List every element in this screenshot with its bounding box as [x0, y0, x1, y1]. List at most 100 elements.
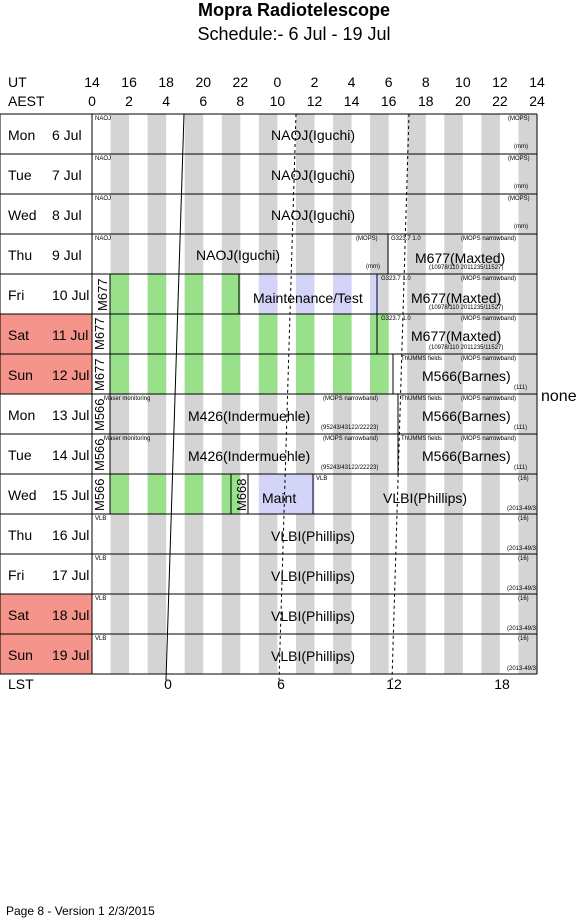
blue-block	[258, 274, 278, 314]
ut-hour-label: 14	[529, 74, 545, 90]
ut-hour-label: 2	[310, 74, 319, 90]
project-note: (MOPS)	[508, 116, 530, 122]
project-code: NAOJ	[95, 156, 112, 162]
project-note: (16)	[518, 556, 529, 562]
project-label: VLBI(Phillips)	[271, 568, 356, 584]
day-date: 6 Jul	[52, 127, 82, 143]
project-code: ThUMMS fields	[401, 356, 443, 362]
project-label: NAOJ(Iguchi)	[196, 247, 281, 263]
project-code: ThUMMS fields	[401, 436, 443, 442]
aest-hour-label: 14	[343, 93, 360, 109]
day-date: 14 Jul	[52, 447, 90, 463]
project-label: M677(Maxted)	[411, 290, 502, 306]
ut-hour-label: 20	[195, 74, 212, 90]
project-vertical-label: M677	[95, 278, 110, 311]
page-title: Mopra Radiotelescope	[197, 0, 391, 20]
project-note: (MOPS narrowband)	[461, 436, 517, 442]
project-code: Maser monitoring	[104, 396, 151, 402]
footer: Page 8 - Version 1 2/3/2015	[6, 904, 155, 918]
project-note: (MOPS narrowband)	[461, 276, 517, 282]
green-block	[370, 314, 389, 354]
day-date: 12 Jul	[52, 367, 90, 383]
ut-label: UT	[8, 74, 27, 90]
green-block	[333, 314, 352, 354]
green-block	[110, 354, 130, 394]
project-note: (mm)	[514, 224, 528, 230]
day-name: Thu	[8, 247, 33, 263]
day-name: Sun	[8, 647, 33, 663]
project-code: Maser monitoring	[104, 436, 151, 442]
project-note: (16)	[518, 596, 529, 602]
aest-hour-label: 0	[88, 93, 96, 109]
lst-label: LST	[8, 676, 34, 692]
project-code: VLB	[95, 556, 107, 562]
project-code: G323.7 1.0	[381, 276, 411, 282]
project-label: Maintenance/Test	[253, 290, 363, 306]
ut-hour-label: 22	[232, 74, 249, 90]
project-note: (95243/43122/22223)	[321, 425, 379, 431]
project-note: (16)	[518, 636, 529, 642]
project-code: NAOJ	[95, 196, 112, 202]
project-note: (MOPS narrowband)	[461, 316, 517, 322]
green-block	[221, 314, 241, 354]
project-code: ThUMMS fields	[401, 396, 443, 402]
project-label: VLBI(Phillips)	[271, 648, 356, 664]
project-vertical-label: M668	[234, 478, 249, 511]
aest-hour-label: 10	[269, 93, 286, 109]
project-label: Maint	[262, 490, 297, 506]
project-vertical-label: M566	[92, 478, 107, 511]
project-vertical-label: M677	[92, 317, 107, 350]
project-code: G323.7 1.0	[391, 236, 421, 242]
project-code: G323.7 1.0	[381, 316, 411, 322]
blue-block	[370, 274, 380, 314]
project-label: VLBI(Phillips)	[383, 490, 468, 506]
project-note: (mm)	[514, 184, 528, 190]
project-note: (10978/110 2011235/11527)	[429, 345, 504, 351]
aest-hour-label: 16	[380, 93, 397, 109]
ut-hour-label: 12	[492, 74, 508, 90]
project-note: (16)	[518, 516, 529, 522]
project-label: NAOJ(Iguchi)	[271, 207, 356, 223]
project-label: VLBI(Phillips)	[271, 608, 356, 624]
project-note: (95243/43122/22223)	[321, 465, 379, 471]
blue-block	[258, 474, 315, 514]
aest-hour-label: 18	[417, 93, 434, 109]
project-note: (111)	[514, 385, 528, 391]
green-block	[221, 354, 241, 394]
project-note: (2013-49/3)	[507, 626, 539, 632]
green-block	[221, 274, 241, 314]
green-block	[110, 314, 130, 354]
green-block	[147, 354, 167, 394]
day-name: Fri	[8, 287, 25, 303]
green-block	[184, 354, 204, 394]
green-block	[258, 314, 278, 354]
project-note: (10978/110 2011235/11527)	[429, 265, 504, 271]
project-code: NAOJ	[95, 116, 112, 122]
project-label: M566(Barnes)	[422, 368, 511, 384]
project-note: (111)	[514, 465, 528, 471]
lst-tick-label: 18	[494, 676, 510, 692]
ut-hour-label: 16	[121, 74, 137, 90]
day-name: Sat	[8, 607, 30, 623]
project-note: (MOPS)	[356, 236, 378, 242]
lst-line-12	[391, 113, 410, 681]
day-date: 15 Jul	[52, 487, 90, 503]
aest-hour-label: 22	[492, 93, 508, 109]
blue-block	[333, 274, 352, 314]
project-note: (2013-49/3)	[507, 546, 539, 552]
day-date: 18 Jul	[52, 607, 90, 623]
ut-hour-label: 8	[421, 74, 430, 90]
project-note: (2013-49/3)	[507, 586, 539, 592]
ut-hour-label: 18	[158, 74, 174, 90]
day-date: 8 Jul	[52, 207, 82, 223]
day-name: Mon	[8, 407, 36, 423]
project-label: M426(Indermuehle)	[188, 448, 311, 464]
project-vertical-label: M677	[92, 358, 107, 391]
none-label: none	[541, 388, 577, 405]
day-date: 17 Jul	[52, 567, 90, 583]
aest-hour-label: 2	[125, 93, 133, 109]
green-block	[110, 474, 130, 514]
day-date: 16 Jul	[52, 527, 90, 543]
lst-tick-label: 6	[277, 676, 285, 692]
green-block	[333, 354, 352, 394]
